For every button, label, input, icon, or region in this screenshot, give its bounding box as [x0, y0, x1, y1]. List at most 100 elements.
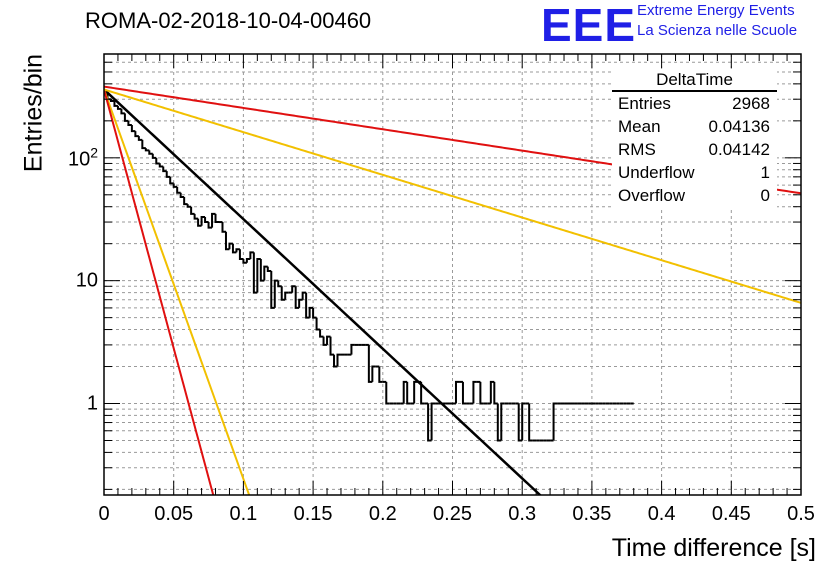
histogram-bin [249, 251, 254, 260]
histogram-bin [214, 213, 220, 224]
y-tick-label: 102 [67, 144, 98, 171]
x-tick-label: 0.25 [433, 503, 472, 525]
histogram-bin [413, 380, 418, 404]
histogram-bin [109, 99, 115, 103]
histogram-bin [312, 307, 317, 319]
histogram-bin [228, 242, 233, 250]
stats-value: 2968 [732, 94, 770, 113]
histogram-bin [406, 381, 411, 405]
histogram-bin [367, 344, 373, 383]
histogram-bin [291, 285, 296, 293]
histogram-bin [305, 292, 310, 319]
x-tick-label: 0.2 [368, 503, 397, 525]
histogram-bin [371, 365, 376, 382]
histogram-bin [193, 213, 199, 220]
histogram-bin [211, 212, 216, 228]
x-tick-label: 0.1 [229, 503, 258, 525]
histogram-bin [298, 298, 303, 308]
histogram-bin [273, 279, 279, 308]
histogram-bin [200, 215, 206, 226]
stats-row-rms: RMS 0.04142 [618, 140, 770, 162]
y-tick-label: 10 [75, 269, 98, 292]
histogram-bin [183, 196, 188, 206]
histogram-bin [134, 131, 139, 138]
stats-value: 0 [760, 186, 770, 205]
histogram-bin [277, 280, 282, 288]
x-tick-label: 0.45 [711, 503, 751, 525]
histogram-bin [472, 380, 477, 404]
histogram-bin [427, 403, 432, 442]
eee-logo-line1: Extreme Energy Events [637, 2, 795, 19]
histogram-bin [270, 270, 275, 309]
histogram-bin [336, 353, 341, 367]
histogram-bin [308, 306, 314, 318]
x-tick-label: 0.4 [647, 503, 676, 525]
histogram-bin [238, 249, 244, 261]
histogram-bin [385, 381, 390, 405]
histogram-bin [186, 204, 192, 208]
histogram-bin [479, 381, 484, 405]
histogram-bin [158, 163, 164, 168]
histogram-bin [242, 259, 247, 264]
histogram-bin [113, 101, 118, 107]
histogram-bin [116, 105, 122, 110]
histogram-bin [326, 335, 331, 345]
histogram-bin [231, 243, 237, 254]
histogram-bin [517, 403, 523, 442]
histogram-bin [221, 222, 226, 233]
histogram-bin [259, 259, 265, 282]
fit-curve-fit [104, 88, 542, 495]
x-tick-label: 0.35 [572, 503, 612, 525]
x-tick-label: 0.15 [293, 503, 333, 525]
histogram-bin [155, 157, 160, 165]
stats-row-underflow: Underflow 1 [618, 163, 770, 185]
histogram-bin [130, 124, 136, 133]
histogram-bin [315, 317, 321, 331]
histogram-bin [521, 402, 526, 441]
stats-key: Underflow [618, 163, 695, 182]
eee-logo-mark: EEE [541, 0, 637, 51]
histogram-bin [528, 403, 533, 442]
histogram-bin [493, 381, 498, 405]
fit-curve-yellow-steep [104, 89, 251, 495]
histogram-bin [333, 354, 338, 368]
histogram-bin [284, 291, 289, 300]
histogram-bin [162, 166, 167, 173]
histogram-bin [137, 136, 143, 141]
plot-title: ROMA-02-2018-10-04-00460 [85, 8, 372, 33]
histogram-bin [420, 381, 425, 405]
histogram-bin [172, 183, 178, 188]
x-tick-label: 0 [98, 503, 110, 525]
histogram-bin [294, 286, 300, 309]
histogram-bin [123, 113, 129, 122]
histogram-bin [190, 206, 195, 215]
histogram-bin [176, 186, 181, 194]
stats-key: RMS [618, 140, 656, 159]
x-axis-label: Time difference [s] [611, 534, 816, 562]
histogram-bin [322, 336, 328, 346]
x-tick-label: 0.5 [787, 503, 815, 525]
histogram-bin [252, 252, 258, 294]
histogram-bin [319, 329, 324, 338]
histogram-bin [263, 265, 268, 281]
stats-row-mean: Mean 0.04136 [618, 117, 770, 139]
histogram-bin [256, 258, 261, 293]
stats-box: DeltaTime Entries 2968 Mean 0.04136 RMS … [612, 70, 777, 210]
histogram-bin [350, 343, 355, 355]
histogram-bin [280, 286, 286, 301]
stats-box-title: DeltaTime [656, 70, 733, 89]
y-axis-label: Entries/bin [19, 53, 48, 173]
stats-value: 0.04136 [708, 117, 770, 136]
histogram-bin [204, 216, 209, 224]
stats-row-overflow: Overflow 0 [618, 186, 770, 208]
stats-key: Overflow [618, 186, 686, 205]
x-tick-label: 0.3 [508, 503, 537, 525]
eee-logo-line2: La Scienza nelle Scuole [637, 22, 798, 39]
histogram-bin [378, 366, 383, 383]
stats-value: 1 [760, 163, 770, 182]
histogram-bin [496, 403, 502, 442]
stats-key: Mean [618, 117, 661, 136]
histogram [104, 93, 634, 442]
histogram-bin [454, 380, 460, 404]
histogram-bin [120, 108, 125, 115]
